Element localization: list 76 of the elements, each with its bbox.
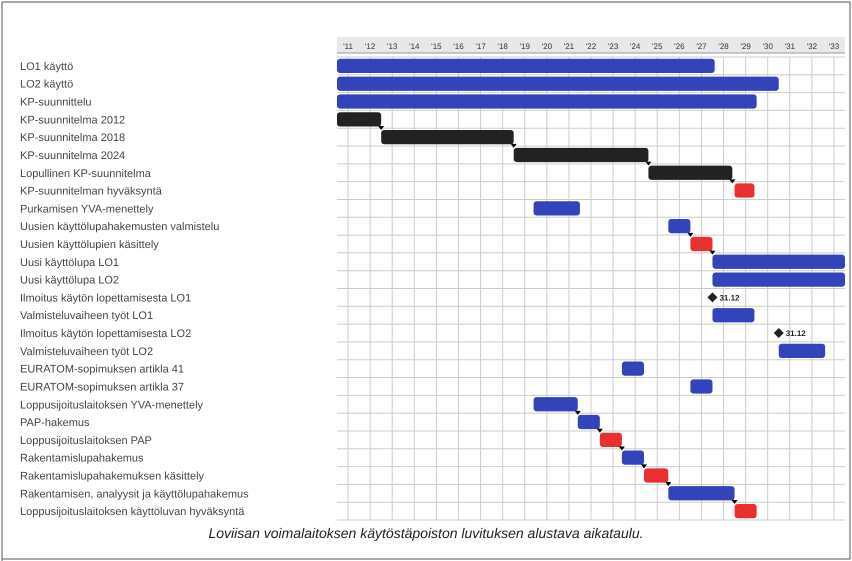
x-tick-label: '32 [806, 42, 818, 51]
x-tick-label: '11 [343, 42, 354, 51]
x-tick-label: '25 [652, 42, 664, 51]
x-tick-label: '14 [409, 42, 420, 51]
y-tick-label: Loppusijoituslaitoksen käyttöluvan hyväksyntä [20, 506, 246, 518]
bar [668, 486, 735, 500]
y-tick-label: KP-suunnittelu [20, 96, 92, 109]
x-tick-label: '24 [630, 42, 641, 51]
x-tick-label: '22 [586, 42, 597, 51]
bar [337, 94, 757, 109]
bar [690, 379, 712, 394]
x-tick-label: '18 [497, 42, 508, 51]
y-tick-label: Valmisteluvaiheen työt LO1 [20, 310, 154, 322]
y-tick-label: Ilmoitus käytön lopettamisesta LO1 [20, 292, 192, 304]
x-tick-label: '31 [784, 42, 796, 51]
y-tick-label: PAP-hakemus [20, 417, 90, 430]
text: Loviisan voimalaitoksen käytöstäpoiston luvituksen alustava aikataulu. [208, 525, 644, 541]
y-tick-label: KP-suunnitelma 2024 [20, 150, 126, 162]
bar [734, 504, 757, 518]
bar [337, 58, 715, 74]
bar [381, 130, 514, 144]
bar [712, 254, 845, 269]
y-tick-label: Loppusijoituslaitoksen PAP [20, 434, 152, 447]
bar [690, 236, 712, 252]
y-tick-label: EURATOM-sopimuksen artikla 37 [20, 381, 184, 394]
bar [712, 308, 754, 322]
bar [337, 112, 382, 126]
y-tick-label: Valmisteluvaiheen työt LO2 [20, 346, 154, 358]
y-tick-label: Loppusijoituslaitoksen YVA-menettely [20, 399, 204, 412]
y-tick-label: LO2 käyttö [20, 78, 74, 91]
x-tick-label: '20 [542, 42, 553, 51]
y-tick-label: KP-suunnitelman hyväksyntä [20, 186, 163, 198]
bar [622, 362, 644, 376]
bar [600, 432, 622, 447]
bar [778, 344, 826, 358]
x-tick-label: '28 [718, 42, 730, 51]
y-tick-label: Rakentamislupahakemuksen käsittely [20, 470, 205, 482]
y-tick-label: Rakentamisen, analyysit ja käyttölupahakemus [20, 488, 250, 500]
bar [534, 397, 578, 412]
y-tick-label: LO1 käyttö [20, 60, 74, 73]
x-tick-label: '17 [475, 42, 486, 51]
x-tick-label: '15 [431, 42, 442, 51]
y-tick-label: Ilmoitus käytön lopettamisesta LO2 [20, 328, 192, 340]
bar [534, 201, 580, 216]
bar [514, 148, 648, 162]
bar [622, 450, 644, 465]
y-tick-label: KP-suunnitelma 2012 [20, 114, 126, 126]
y-tick-label: Uusien käyttölupahakemusten valmistelu [20, 221, 220, 234]
y-tick-label: Uusien käyttölupien käsittely [20, 238, 160, 251]
bar [712, 272, 845, 287]
x-tick-label: '29 [740, 42, 752, 51]
y-tick-label: EURATOM-sopimuksen artikla 41 [20, 364, 184, 376]
y-tick-label: KP-suunnitelma 2018 [20, 132, 126, 144]
x-tick-label: '16 [453, 42, 464, 51]
y-tick-label: Lopullinen KP-suunnitelma [20, 168, 152, 180]
y-tick-label: Uusi käyttölupa LO1 [20, 256, 120, 269]
bar [734, 183, 754, 198]
annotation: 31.12 [786, 329, 806, 338]
annotation: 31.12 [719, 293, 740, 302]
x-tick-label: '27 [696, 42, 708, 51]
x-tick-label: '23 [608, 42, 619, 51]
x-tick-label: '33 [828, 42, 840, 51]
y-tick-label: Purkamisen YVA-menettely [20, 203, 154, 216]
bar [648, 166, 732, 180]
y-tick-label: Rakentamislupahakemus [20, 452, 144, 465]
y-tick-label: Uusi käyttölupa LO2 [20, 274, 120, 287]
x-tick-label: '30 [762, 42, 774, 51]
x-tick-label: '19 [520, 42, 530, 51]
bar [337, 76, 779, 91]
bar [578, 414, 600, 430]
bar [644, 468, 668, 483]
x-tick-label: '12 [364, 42, 376, 51]
bar [668, 219, 690, 234]
x-tick-label: '26 [674, 42, 686, 51]
x-tick-label: '21 [564, 42, 575, 51]
x-tick-label: '13 [387, 42, 398, 51]
